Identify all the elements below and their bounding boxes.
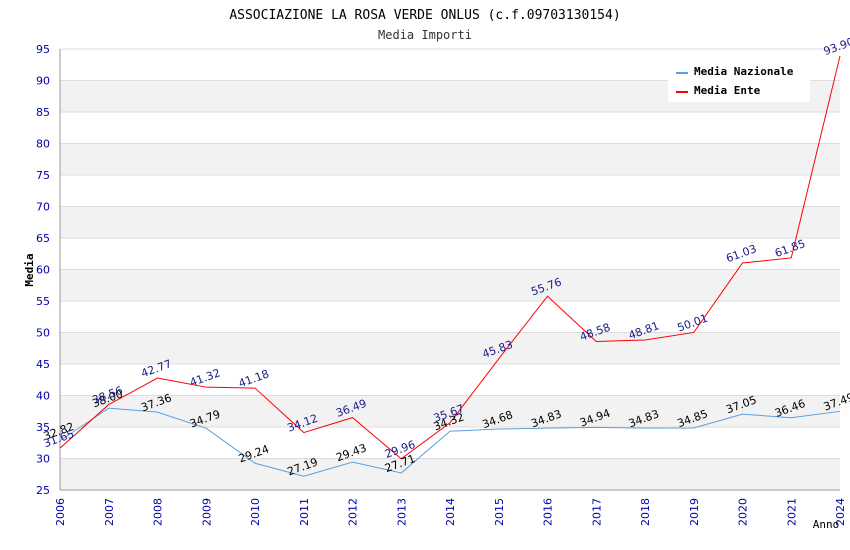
data-label: 61.85 xyxy=(773,237,807,260)
y-tick-label: 75 xyxy=(36,169,50,182)
data-label: 50.01 xyxy=(676,312,710,335)
y-tick-label: 30 xyxy=(36,453,50,466)
y-axis-label: Media xyxy=(23,253,36,286)
x-tick-label: 2019 xyxy=(688,498,701,526)
x-tick-labels: 2006 2007 2008 2009 2010 2011 2012 2013 2014 2015… xyxy=(54,498,847,526)
grid-band xyxy=(60,206,840,238)
y-tick-label: 90 xyxy=(36,75,50,88)
x-tick-label: 2021 xyxy=(785,498,798,526)
x-tick-label: 2012 xyxy=(347,498,360,526)
x-tick-label: 2017 xyxy=(590,498,603,526)
y-tick-label: 55 xyxy=(36,295,50,308)
series-line xyxy=(59,407,841,477)
grid-band xyxy=(60,143,840,175)
x-tick-label: 2009 xyxy=(200,498,213,526)
y-tick-label: 50 xyxy=(36,327,50,340)
grid-band xyxy=(60,332,840,364)
chart-title: ASSOCIAZIONE LA ROSA VERDE ONLUS (c.f.09… xyxy=(229,8,620,23)
grid-band xyxy=(60,458,840,490)
x-tick-label: 2011 xyxy=(298,498,311,526)
y-tick-label: 35 xyxy=(36,421,50,434)
y-tick-label: 60 xyxy=(36,264,50,277)
y-tick-label: 95 xyxy=(36,43,50,56)
y-tick-label: 85 xyxy=(36,106,50,119)
x-tick-label: 2007 xyxy=(103,498,116,526)
y-tick-label: 70 xyxy=(36,201,50,214)
data-label: 41.32 xyxy=(188,366,222,389)
x-tick-label: 2018 xyxy=(639,498,652,526)
y-tick-label: 80 xyxy=(36,138,50,151)
x-tick-label: 2024 xyxy=(834,498,847,526)
data-label: 93.90 xyxy=(822,35,850,58)
grid-bands xyxy=(60,80,840,490)
x-tick-label: 2020 xyxy=(737,498,750,526)
x-axis-label: Anno xyxy=(813,518,840,531)
y-tick-label: 40 xyxy=(36,390,50,403)
x-tick-label: 2010 xyxy=(249,498,262,526)
grid-lines xyxy=(60,48,840,491)
series-line xyxy=(59,55,841,460)
legend-label-media-ente: Media Ente xyxy=(694,84,761,97)
x-tick-label: 2015 xyxy=(493,498,506,526)
series-lines xyxy=(59,55,841,477)
y-tick-label: 45 xyxy=(36,358,50,371)
legend: Media Nazionale Media Ente xyxy=(668,60,810,102)
legend-box xyxy=(668,60,810,102)
y-tick-label: 65 xyxy=(36,232,50,245)
x-tick-label: 2006 xyxy=(54,498,67,526)
data-label: 41.18 xyxy=(237,367,271,390)
grid-band xyxy=(60,395,840,427)
x-tick-label: 2014 xyxy=(444,498,457,526)
chart-subtitle: Media Importi xyxy=(378,28,472,42)
y-tick-label: 25 xyxy=(36,484,50,497)
grid-band xyxy=(60,269,840,301)
x-tick-label: 2016 xyxy=(542,498,555,526)
legend-label-media-nazionale: Media Nazionale xyxy=(694,65,794,78)
x-tick-label: 2013 xyxy=(395,498,408,526)
x-tick-label: 2008 xyxy=(152,498,165,526)
y-tick-labels: 25 30 35 40 45 50 55 60 65 70 75 80 85 90 95 xyxy=(36,43,50,497)
